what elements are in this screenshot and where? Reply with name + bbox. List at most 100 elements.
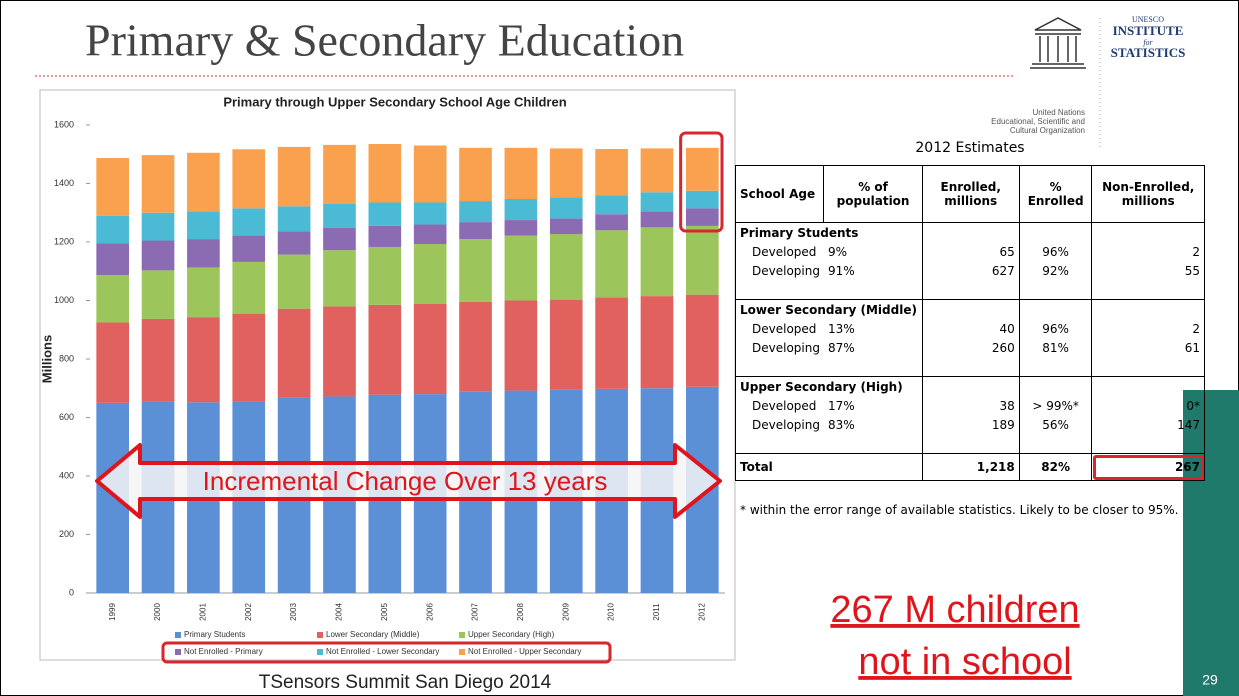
legend-label: Upper Secondary (High) [468,630,555,639]
cell [921,222,1020,242]
x-tick-label: 1999 [108,603,117,621]
bar-segment [368,246,402,305]
bar-segment [413,304,447,395]
y-tick-label: 200 [59,529,74,539]
bar-segment [459,201,492,223]
bar-segment [640,211,674,228]
legend-label: Not Enrolled - Primary [184,647,263,656]
cell: 189 [921,415,1020,434]
table-caption: 2012 Estimates [915,140,1025,156]
bar-segment [187,211,220,240]
bar-segment [323,203,356,228]
cell [1018,376,1092,396]
cell: 81% [1018,338,1092,357]
bar-segment [141,318,175,402]
x-tick-label: 2003 [289,603,298,621]
bar-segment [96,215,130,244]
bar-segment [459,301,492,392]
cell: 55 [1091,261,1205,280]
total-label: Total [735,453,824,481]
bar-segment [459,222,492,240]
total-non-enrolled: 267 [1091,453,1205,481]
spacer-row [736,434,1205,454]
bar-segment [549,148,583,198]
bar-segment [323,227,356,251]
cell [1018,299,1092,319]
cell [1018,222,1092,242]
bar-segment [640,296,674,389]
header-cell: School Age [734,165,825,223]
legend-swatch [175,649,181,655]
cell: 91% [827,263,855,278]
y-tick-label: 400 [59,470,74,480]
bar-segment [595,230,628,298]
footer: TSensors Summit San Diego 2014 [259,672,552,693]
x-tick-label: 2005 [380,603,389,621]
bar-segment [459,239,492,302]
legend-swatch [459,632,465,638]
bar-segment [685,208,719,226]
cell: 38 [921,396,1020,415]
y-tick-label: 1200 [54,236,74,246]
cell: Developing [752,340,820,355]
bar-segment [595,214,628,231]
cell: Developed [752,244,817,259]
legend-label: Not Enrolled - Upper Secondary [468,647,581,656]
legend-swatch [175,632,181,638]
cell: 9% [827,244,848,259]
bar-segment [323,250,356,307]
data-row: Developed 13% 40 96% 2 [736,319,1205,338]
bar-segment [368,202,402,226]
total-pct: 82% [1018,453,1092,481]
cell [1018,434,1092,454]
data-row: Developing 87% 260 81% 61 [736,338,1205,357]
cell [921,434,1020,454]
bar-segment [504,235,538,301]
x-tick-label: 2001 [199,603,208,621]
bar-segment [232,208,266,236]
logo-text: INSTITUTE [1113,23,1184,38]
cell: 65 [921,242,1020,261]
cell: 17% [827,398,855,413]
cell [736,434,824,454]
bar-segment [368,304,402,395]
cell [1091,357,1205,377]
bar-segment [277,206,311,232]
cell [921,299,1020,319]
bar-segment [96,158,130,216]
bar-segment [413,145,447,203]
cell: Developed [752,321,817,336]
cell: Developed [752,398,817,413]
legend-swatch [317,632,323,638]
group-name: Primary Students [735,222,923,242]
x-tick-label: 2011 [652,603,661,621]
callout: 267 M children [830,589,1079,631]
bar-segment [232,149,266,209]
cell [824,357,922,377]
legend-swatch [459,649,465,655]
cell: Developing [752,263,820,278]
header-cell: % of population [823,165,923,223]
bar-segment [504,300,538,391]
bar-segment [232,261,266,314]
bar-segment [187,152,220,212]
x-tick-label: 2006 [425,603,434,621]
callout: not in school [858,641,1071,683]
data-row: Developing 83% 189 56% 147 [736,415,1205,434]
header-cell: Non-Enrolled, millions [1091,165,1205,223]
group-row: Lower Secondary (Middle) [735,299,1205,319]
data-row: Developing 91% 627 92% 55 [736,261,1205,280]
x-tick-label: 2007 [471,603,480,621]
cell [823,453,923,481]
bar-segment [368,225,402,247]
bar-segment [323,144,356,204]
total-enrolled: 1,218 [921,453,1020,481]
bar-segment [595,195,628,215]
header-cell: Enrolled, millions [921,165,1020,223]
y-tick-label: 600 [59,412,74,422]
header-row: School Age% of population Enrolled, milli… [734,165,1205,223]
cell: 61 [1091,338,1205,357]
bar-segment [141,240,175,271]
bar-segment [323,306,356,397]
